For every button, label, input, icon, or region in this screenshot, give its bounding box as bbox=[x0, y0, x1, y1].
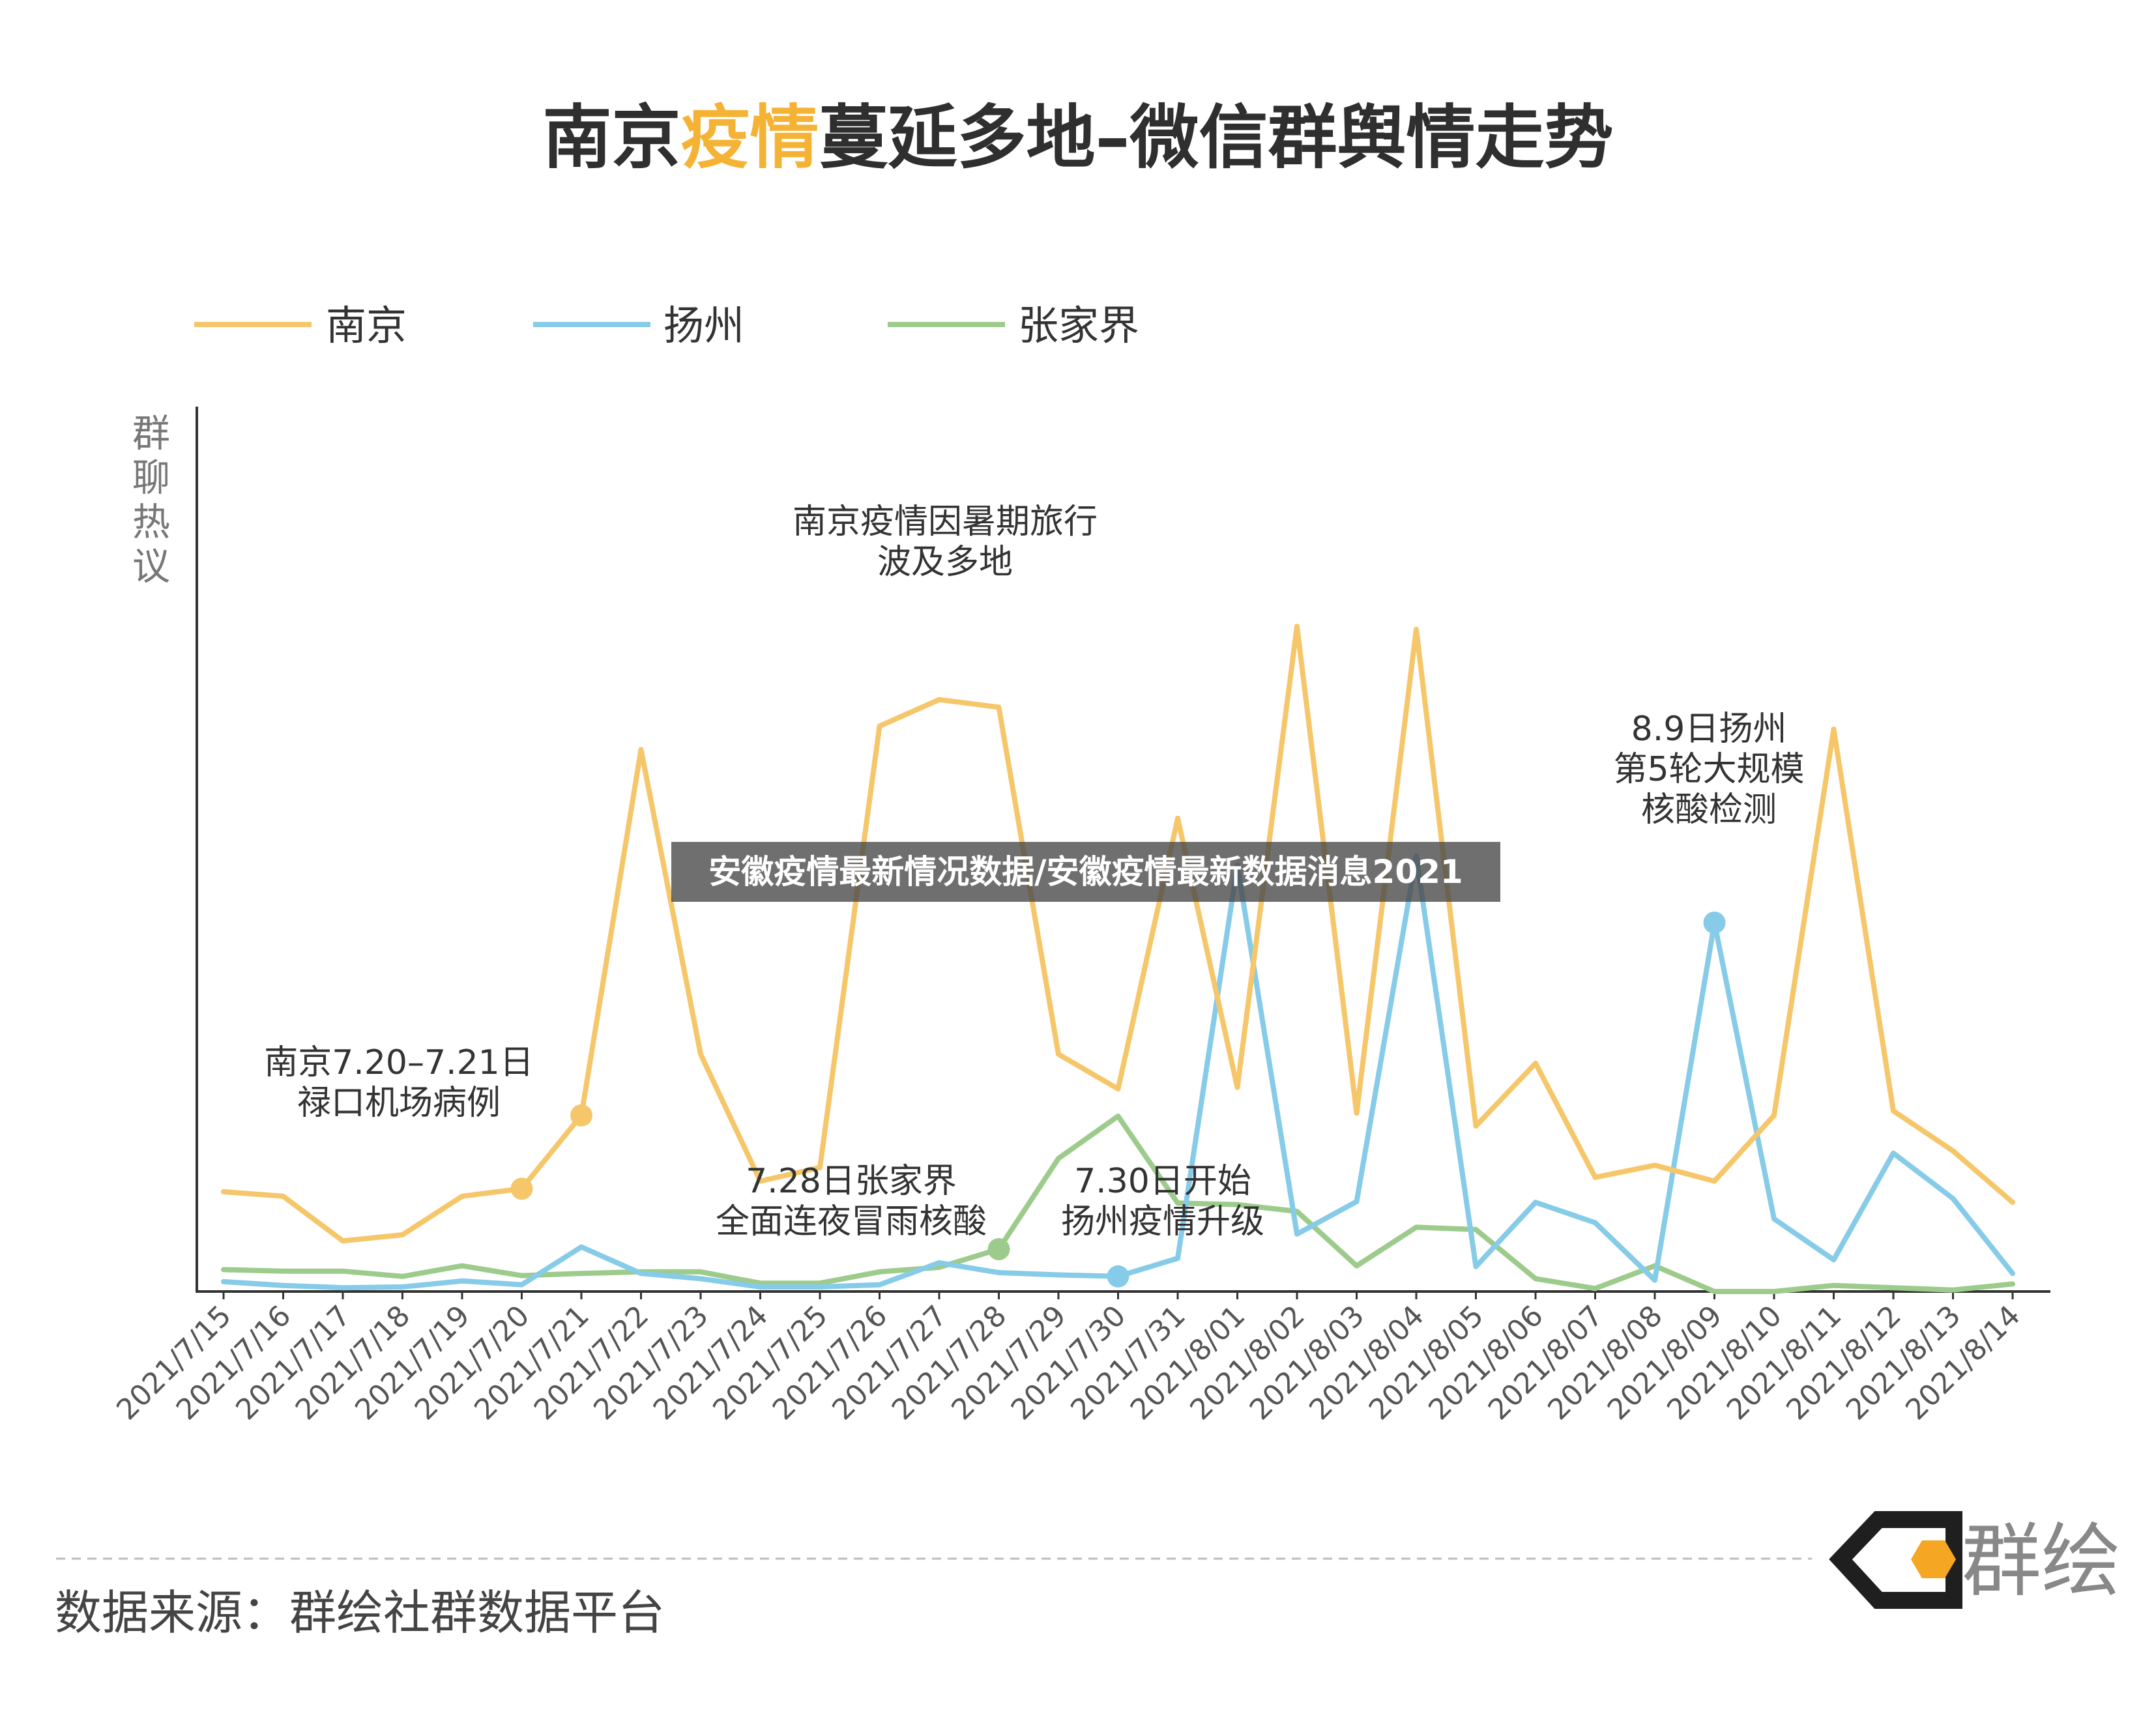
title-part1: 南京 bbox=[543, 98, 681, 178]
marker-nanjing bbox=[570, 1104, 592, 1127]
x-ticks: 2021/7/152021/7/162021/7/172021/7/182021… bbox=[110, 1292, 2027, 1426]
logo-text: 群绘 bbox=[1962, 1515, 2121, 1608]
annotation: 7.28日张家界全面连夜冒雨核酸 bbox=[716, 1162, 987, 1241]
legend-label-nanjing: 南京 bbox=[326, 302, 407, 349]
annotations: 南京7.20–7.21日禄口机场病例 南京疫情因暑期旅行波及多地 7.28日张家界全… bbox=[264, 502, 1804, 1241]
marker-yangzhou bbox=[1107, 1265, 1129, 1288]
annotation: 南京疫情因暑期旅行波及多地 bbox=[793, 502, 1098, 582]
data-source: 数据来源：群绘社群数据平台 bbox=[55, 1585, 665, 1640]
legend: 南京 扬州 张家界 bbox=[194, 302, 1139, 349]
y-axis-label: 群聊热议 bbox=[132, 411, 170, 588]
legend-label-zhangjiajie: 张家界 bbox=[1018, 302, 1139, 349]
title-highlight: 疫情 bbox=[681, 98, 819, 178]
marker-yangzhou bbox=[1703, 911, 1726, 934]
qunhui-logo: 群绘 bbox=[1829, 1511, 2121, 1609]
series-markers bbox=[510, 911, 1726, 1288]
legend-label-yangzhou: 扬州 bbox=[663, 302, 744, 349]
overlay-banner: 安徽疫情最新情况数据/安徽疫情最新数据消息2021 bbox=[671, 842, 1500, 902]
annotation: 7.30日开始扬州疫情升级 bbox=[1061, 1162, 1264, 1241]
logo-hexagon-icon bbox=[1829, 1511, 1962, 1609]
annotation: 南京7.20–7.21日禄口机场病例 bbox=[264, 1043, 534, 1123]
chart-title: 南京疫情蔓延多地–微信群舆情走势 bbox=[543, 98, 1614, 178]
title-part2: 蔓延多地–微信群舆情走势 bbox=[819, 98, 1614, 178]
marker-nanjing bbox=[510, 1177, 533, 1200]
logo-hexagon-small-icon bbox=[1911, 1540, 1956, 1578]
series-line-zhangjiajie bbox=[221, 1113, 2015, 1294]
annotation: 8.9日扬州第5轮大规模核酸检测 bbox=[1613, 710, 1804, 830]
marker-zhangjiajie bbox=[987, 1238, 1010, 1261]
